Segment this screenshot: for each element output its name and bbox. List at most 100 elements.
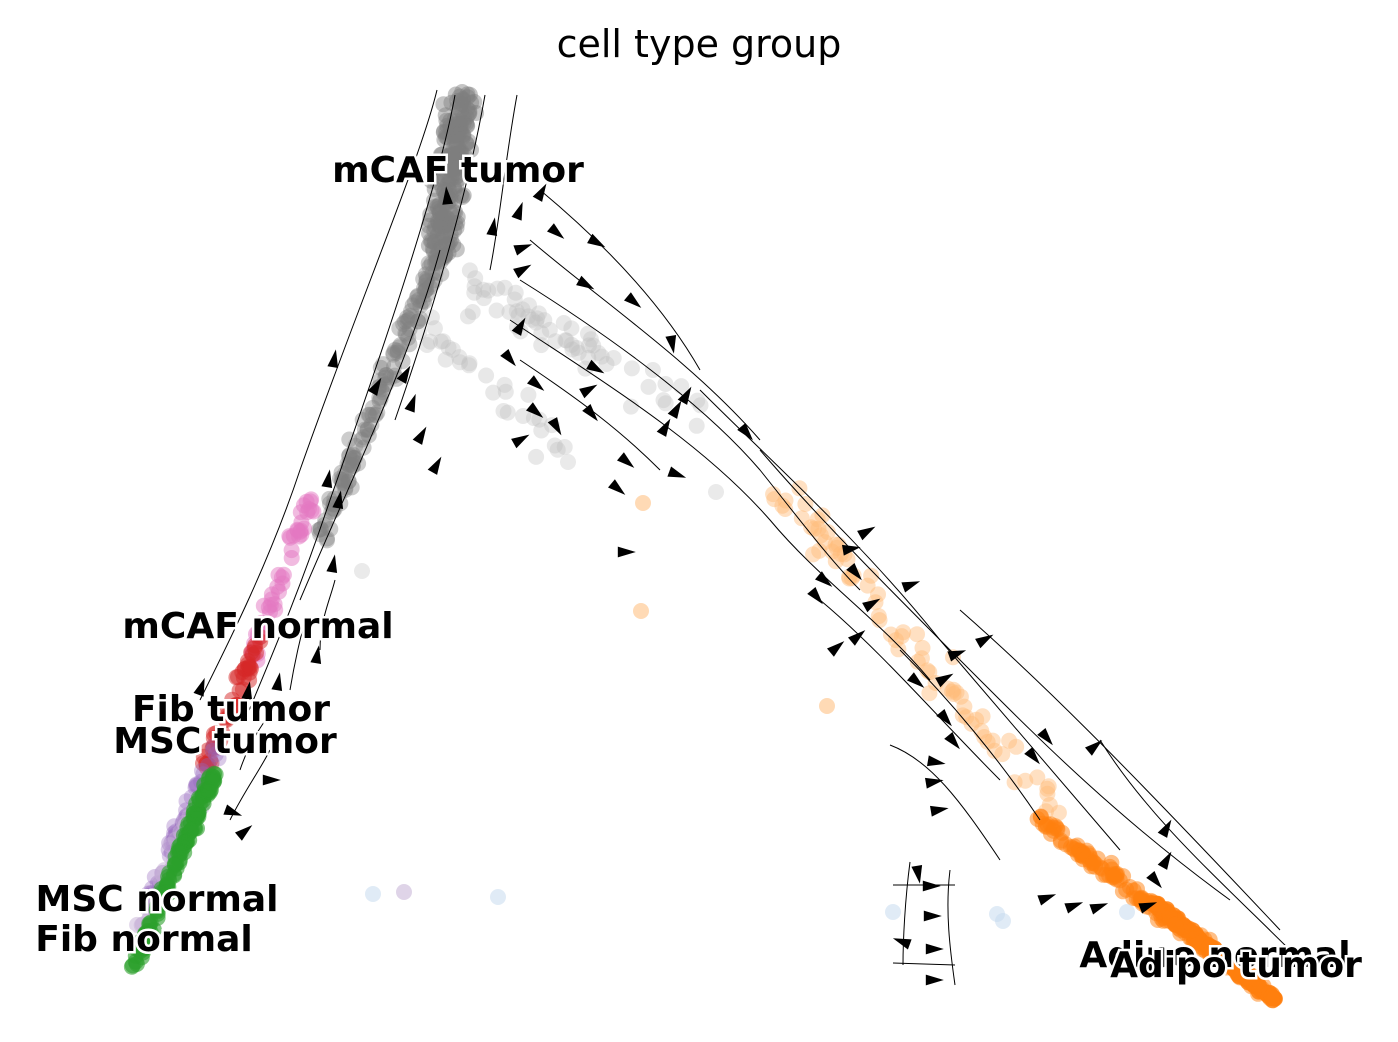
cell-point-adipo-tumor: [1184, 922, 1201, 939]
cell-point-mcaf-tumor: [459, 89, 476, 106]
streamline: [892, 962, 956, 966]
cell-point-mcaf-tumor: [415, 271, 432, 287]
cell-point-mcaf-tumor: [528, 448, 545, 465]
cell-point-outlier: [708, 484, 724, 500]
cell-point-mcaf-tumor: [429, 242, 446, 259]
cell-point-mcaf-tumor: [363, 416, 380, 433]
cell-point-adipo-normal: [994, 746, 1011, 763]
cell-point-adipo-normal: [870, 586, 886, 603]
cell-point-mcaf-tumor: [417, 266, 434, 283]
cell-point-mcaf-tumor: [466, 278, 483, 295]
cell-point-mcaf-tumor: [437, 222, 454, 239]
cell-point-mcaf-tumor: [399, 312, 416, 329]
streamline: [899, 649, 1041, 821]
cell-point-adipo-normal: [921, 685, 938, 702]
cell-point-adipo-tumor: [1216, 949, 1233, 966]
velocity-arrow: [527, 375, 545, 391]
cell-point-mcaf-tumor: [453, 102, 469, 119]
cell-point-mcaf-tumor: [359, 421, 376, 438]
cell-point-mcaf-tumor: [418, 281, 435, 298]
cell-point-mcaf-tumor: [448, 113, 465, 130]
cell-point-mcaf-tumor: [432, 214, 449, 231]
cell-point-mcaf-tumor: [435, 210, 452, 227]
velocity-arrow: [576, 275, 595, 290]
cell-point-outlier: [560, 454, 576, 470]
velocity-arrow: [547, 223, 565, 239]
cell-point-mcaf-tumor: [563, 336, 580, 353]
cell-point-mcaf-tumor: [341, 457, 357, 474]
cell-point-adipo-normal: [797, 496, 814, 512]
cell-point-mcaf-tumor: [436, 210, 453, 227]
cell-point-mcaf-tumor: [432, 146, 449, 163]
cell-point-mcaf-tumor: [520, 386, 537, 403]
cell-point-mcaf-tumor: [437, 246, 454, 263]
streamline: [699, 389, 1121, 851]
cell-point-mcaf-tumor: [432, 333, 449, 350]
cell-point-mcaf-tumor: [466, 284, 483, 301]
cell-point-adipo-normal: [1017, 772, 1034, 789]
velocity-arrow: [396, 365, 411, 384]
cell-point-adipo-normal: [1050, 804, 1067, 821]
cell-point-mcaf-tumor: [449, 92, 466, 109]
cell-point-mcaf-tumor: [427, 264, 444, 281]
cell-point-mcaf-tumor: [510, 307, 527, 324]
cell-point-mcaf-tumor: [444, 341, 461, 358]
cell-point-mcaf-tumor: [447, 160, 464, 177]
cell-point-mcaf-tumor: [640, 378, 657, 395]
cell-point-mcaf-tumor: [436, 166, 453, 183]
cell-point-mcaf-tumor: [388, 370, 405, 387]
cell-point-mcaf-tumor: [453, 103, 469, 120]
streamline: [539, 189, 701, 371]
cell-point-mcaf-tumor: [335, 475, 351, 491]
cell-point-adipo-normal: [944, 683, 960, 700]
velocity-arrow: [1085, 740, 1103, 756]
cell-point-mcaf-tumor: [439, 211, 456, 227]
cell-point-mcaf-tumor: [460, 106, 477, 123]
cell-point-mcaf-tumor: [433, 239, 450, 256]
cell-point-mcaf-tumor: [441, 159, 458, 176]
cell-point-adipo-normal: [1008, 738, 1025, 755]
cell-point-mcaf-tumor: [422, 212, 438, 229]
streamline: [889, 744, 1001, 861]
cell-point-mcaf-tumor: [427, 233, 444, 250]
cell-point-mcaf-tumor: [402, 307, 419, 324]
cell-point-mcaf-tumor: [623, 360, 640, 377]
cell-point-mcaf-tumor: [436, 228, 452, 245]
velocity-arrow: [1157, 819, 1172, 838]
velocity-arrow: [807, 587, 823, 605]
cell-point-mcaf-tumor: [446, 134, 463, 151]
velocity-arrow: [1024, 747, 1040, 765]
cell-point-mcaf-tumor: [455, 153, 472, 170]
cell-point-mcaf-tumor: [361, 406, 378, 423]
streamline: [394, 94, 486, 421]
cell-point-mcaf-tumor: [438, 123, 455, 140]
cluster-label-mcaf-tumor: mCAF tumor: [332, 150, 584, 191]
velocity-arrow: [901, 581, 921, 593]
cell-point-adipo-normal: [819, 524, 836, 540]
velocity-arrow: [624, 292, 642, 308]
velocity-arrow: [911, 865, 923, 884]
cell-point-mcaf-tumor: [443, 145, 460, 162]
cell-point-mcaf-tumor: [418, 274, 435, 290]
cell-point-mcaf-tumor: [397, 325, 414, 342]
cell-point-adipo-normal: [887, 632, 904, 649]
cell-point-mcaf-tumor: [385, 345, 402, 361]
cell-point-mcaf-tumor: [441, 147, 458, 164]
cell-point-mcaf-tumor: [426, 222, 443, 239]
cell-point-mcaf-tumor: [398, 326, 415, 343]
cell-point-adipo-normal: [909, 626, 925, 643]
cell-point-mcaf-tumor: [657, 395, 674, 412]
cell-point-mcaf-tumor: [455, 128, 472, 145]
cell-point-mcaf-tumor: [448, 169, 464, 186]
cell-point-mcaf-tumor: [460, 133, 477, 150]
velocity-arrow: [526, 402, 544, 418]
cell-point-fib-normal: [160, 868, 177, 885]
cell-point-adipo-normal: [810, 520, 827, 537]
cell-point-adipo-normal: [811, 542, 828, 559]
velocity-arrow: [1037, 728, 1053, 746]
cell-point-mcaf-tumor: [410, 313, 426, 330]
cell-point-mcaf-tumor: [452, 154, 469, 171]
cell-point-adipo-normal: [805, 546, 822, 563]
cell-point-mcaf-tumor: [564, 341, 581, 358]
cell-point-mcaf-tumor: [496, 279, 513, 296]
